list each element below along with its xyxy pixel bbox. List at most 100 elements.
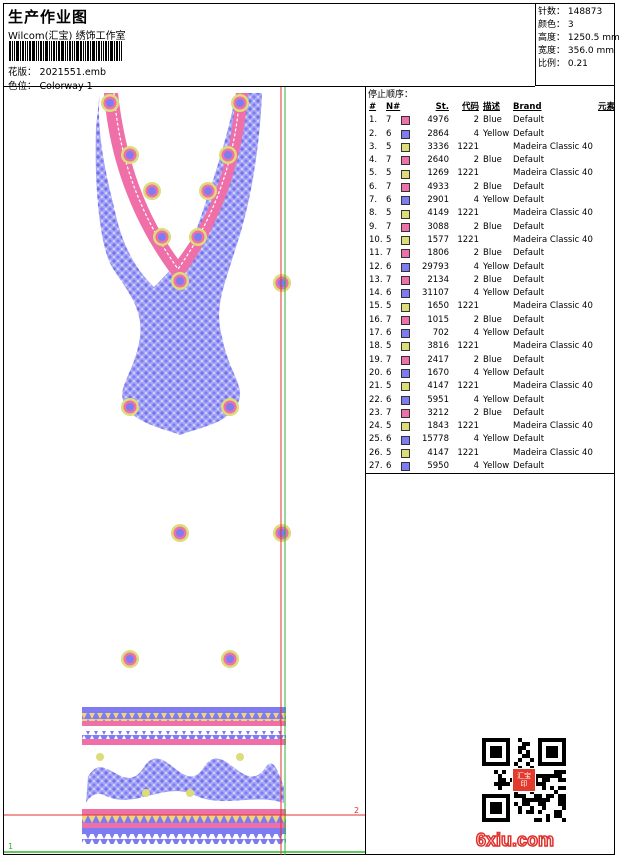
row-needle: 7 [386,181,392,192]
row-stitches: 29793 [421,261,449,272]
stop-sequence-title: 停止顺序： [368,90,414,100]
color-swatch [401,274,419,287]
row-num: 1. [369,115,378,126]
row-stitches: 2640 [427,155,449,166]
row-code: 4 [473,367,479,378]
row-code: 2 [473,314,479,325]
row-desc [479,141,509,154]
row-stitches: 3212 [427,407,449,418]
row-needle: 7 [386,407,392,418]
row-brand: Default [513,314,545,325]
color-swatch [401,207,419,220]
row-num: 25. [369,434,383,445]
color-swatch [401,300,419,313]
table-row: 22. 6 5951 4 Yellow Default [366,394,615,407]
color-swatch [401,247,419,260]
row-code: 4 [473,394,479,405]
row-code: 4 [473,434,479,445]
row-code: 4 [473,261,479,272]
row-brand: Default [513,328,545,339]
table-row: 17. 6 702 4 Yellow Default [366,327,615,340]
row-needle: 7 [386,221,392,232]
row-desc: Yellow [483,128,510,139]
design-file: 花版： 2021551.emb [8,64,106,78]
row-brand: Madeira Classic 40 [513,447,593,458]
row-brand: Default [513,354,545,365]
row-num: 16. [369,314,383,325]
row-num: 4. [369,155,378,166]
row-needle: 6 [386,288,392,299]
color-swatch [401,447,419,460]
seal-stamp: 汇宝印 [512,768,536,792]
row-brand: Madeira Classic 40 [513,208,593,219]
table-row: 20. 6 1670 4 Yellow Default [366,367,615,380]
row-stitches: 3816 [427,341,449,352]
table-row: 9. 7 3088 2 Blue Default [366,221,615,234]
row-brand: Default [513,367,545,378]
row-code: 1221 [457,421,479,432]
row-stitches: 2417 [427,354,449,365]
row-stitches: 4149 [427,208,449,219]
row-num: 3. [369,141,378,152]
row-num: 19. [369,354,383,365]
site-watermark: 6xiu.com [475,829,555,851]
col-code: 代码 [461,102,479,112]
row-needle: 5 [386,341,392,352]
row-desc: Yellow [483,461,510,472]
row-needle: 7 [386,314,392,325]
row-needle: 6 [386,328,392,339]
row-code: 1221 [457,234,479,245]
color-swatch [401,114,419,127]
row-desc: Yellow [483,328,510,339]
row-brand: Default [513,248,545,259]
color-swatch [401,394,419,407]
color-swatch [401,221,419,234]
table-row: 13. 7 2134 2 Blue Default [366,274,615,287]
row-num: 8. [369,208,378,219]
table-row: 27. 6 5950 4 Yellow Default [366,460,615,473]
table-row: 3. 5 3336 1221 Madeira Classic 40 [366,141,615,154]
row-code: 2 [473,407,479,418]
hem-border [82,707,286,844]
col-desc: 描述 [483,102,501,112]
row-desc: Yellow [483,288,510,299]
row-desc: Yellow [483,261,510,272]
row-needle: 7 [386,155,392,166]
table-row: 11. 7 1806 2 Blue Default [366,247,615,260]
color-swatch [401,287,419,300]
table-row: 6. 7 4933 2 Blue Default [366,181,615,194]
end-marker: 2 [354,806,359,815]
row-desc: Blue [483,181,502,192]
color-swatch [401,327,419,340]
col-stitches: St. [435,102,449,112]
row-brand: Madeira Classic 40 [513,234,593,245]
row-num: 14. [369,288,383,299]
stop-sequence-panel: 停止顺序： # N# St. 代码 描述 Brand 元素 1. 7 4976 2 Bl… [366,87,615,855]
row-num: 10. [369,234,383,245]
row-needle: 5 [386,301,392,312]
color-swatch [401,194,419,207]
row-code: 1221 [457,141,479,152]
table-row: 14. 6 31107 4 Yellow Default [366,287,615,300]
table-row: 23. 7 3212 2 Blue Default [366,407,615,420]
row-needle: 5 [386,381,392,392]
table-row: 10. 5 1577 1221 Madeira Classic 40 [366,234,615,247]
height-value: 高度： 1250.5 mm [538,33,620,43]
row-needle: 6 [386,461,392,472]
row-code: 4 [473,288,479,299]
row-desc: Blue [483,155,502,166]
neckline-band [104,93,248,283]
color-swatch [401,128,419,141]
color-swatch [401,314,419,327]
row-code: 2 [473,221,479,232]
row-stitches: 1269 [427,168,449,179]
row-desc: Blue [483,314,502,325]
row-desc [479,167,509,180]
table-row: 5. 5 1269 1221 Madeira Classic 40 [366,167,615,180]
row-stitches: 1670 [427,367,449,378]
row-brand: Default [513,394,545,405]
row-needle: 6 [386,128,392,139]
row-brand: Default [513,221,545,232]
row-brand: Default [513,128,545,139]
row-brand: Madeira Classic 40 [513,421,593,432]
